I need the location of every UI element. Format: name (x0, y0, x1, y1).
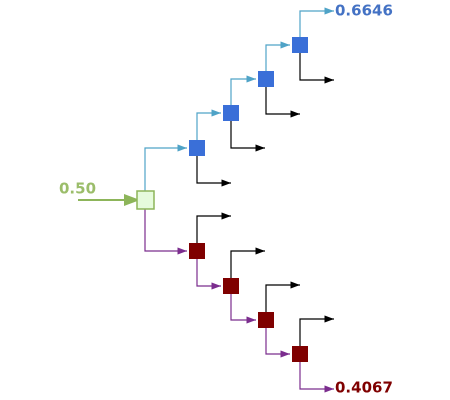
link (144, 209, 187, 255)
link (230, 121, 265, 152)
link (144, 144, 187, 191)
down-node (292, 346, 308, 362)
nodes (189, 37, 308, 362)
link (196, 109, 221, 140)
down-node (189, 243, 205, 259)
link (299, 362, 334, 393)
link (230, 247, 265, 278)
link (196, 156, 231, 187)
up-node (223, 105, 239, 121)
root-node (136, 190, 155, 210)
up-node (258, 71, 274, 87)
bottom-output-label: 0.4067 (335, 379, 393, 397)
link (299, 315, 334, 346)
down-node (223, 278, 239, 294)
up-node (189, 140, 205, 156)
link (265, 87, 300, 118)
link (196, 212, 231, 243)
link (230, 75, 256, 105)
link (230, 294, 256, 324)
link (265, 41, 290, 71)
down-node (258, 312, 274, 328)
top-output-label: 0.6646 (335, 2, 393, 20)
links (144, 7, 334, 393)
input-label: 0.50 (59, 180, 96, 198)
up-node (292, 37, 308, 53)
link (299, 53, 334, 84)
link (265, 328, 290, 358)
link (299, 7, 334, 37)
link (265, 281, 300, 312)
link (196, 259, 221, 290)
